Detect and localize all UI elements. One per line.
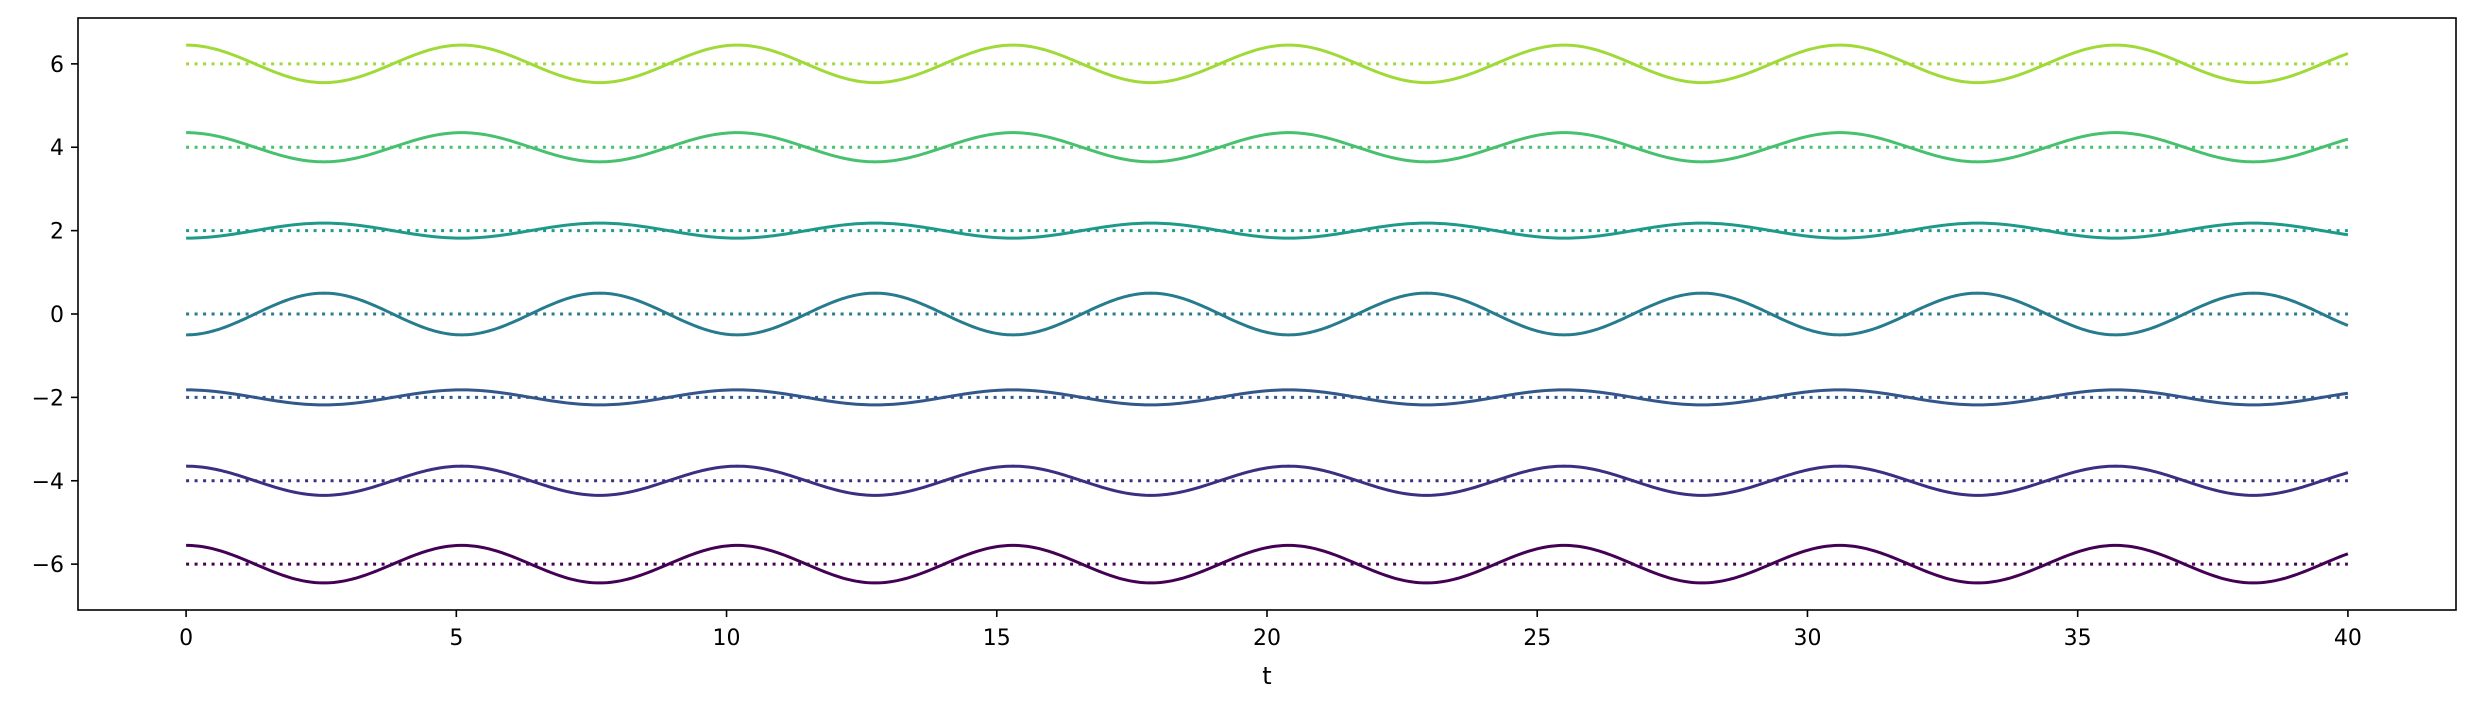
x-tick-label-4: 20 (1253, 626, 1281, 651)
x-tick-label-8: 40 (2334, 626, 2362, 651)
y-tick-label-1: −4 (32, 470, 64, 495)
series-3-line (186, 291, 2349, 337)
x-tick-label-7: 35 (2064, 626, 2092, 651)
x-tick-label-3: 15 (983, 626, 1011, 651)
y-tick-label-0: −6 (32, 553, 64, 578)
y-tick-label-5: 4 (50, 136, 64, 161)
y-tick-label-4: 2 (50, 220, 64, 245)
x-axis: 0 5 10 15 20 25 30 35 40 (179, 610, 2362, 651)
x-tick-label-2: 10 (713, 626, 741, 651)
series-6-line (186, 43, 2349, 85)
y-tick-label-2: −2 (32, 386, 64, 411)
y-axis: −6 −4 −2 0 2 4 6 (32, 53, 78, 578)
series-2-line (186, 388, 2349, 407)
x-axis-label: t (1262, 662, 1271, 690)
x-tick-label-1: 5 (449, 626, 463, 651)
series-5-line (186, 131, 2349, 164)
series-0-line (186, 543, 2349, 585)
series-layer (186, 43, 2349, 585)
x-tick-label-6: 30 (1793, 626, 1821, 651)
x-tick-label-5: 25 (1523, 626, 1551, 651)
series-4-line (186, 221, 2349, 240)
series-1-line (186, 464, 2349, 497)
y-tick-label-3: 0 (50, 303, 64, 328)
x-tick-label-0: 0 (179, 626, 193, 651)
y-tick-label-6: 6 (50, 53, 64, 78)
